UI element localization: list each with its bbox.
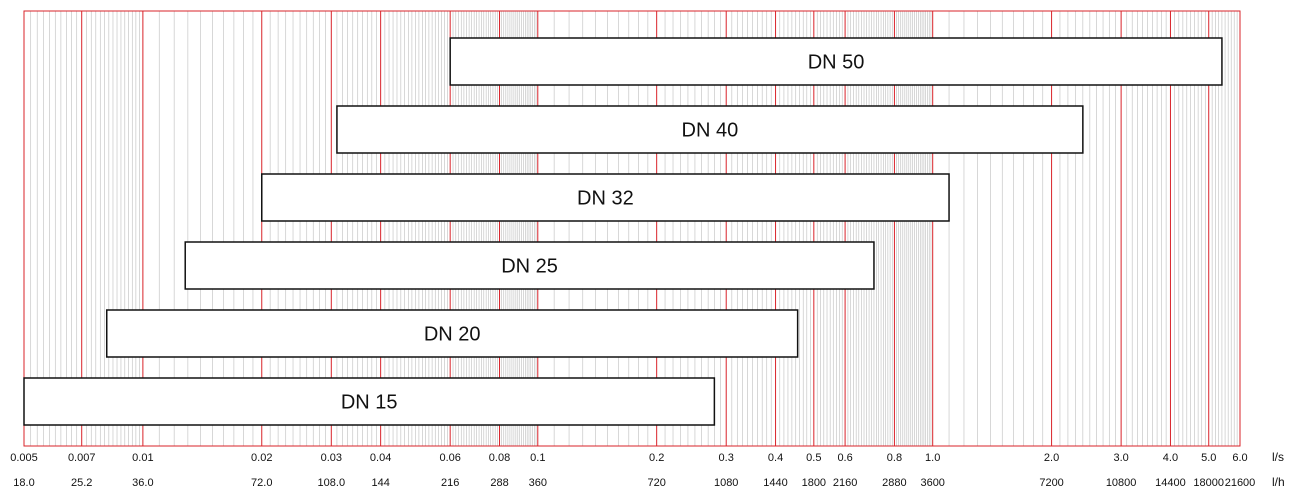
x-tick-label: 5.0 <box>1201 452 1216 464</box>
x-tick-label: 1800 <box>802 477 826 489</box>
x-tick-label: 0.3 <box>719 452 734 464</box>
x-tick-label: 0.03 <box>321 452 342 464</box>
x-tick-label: 7200 <box>1039 477 1063 489</box>
bar-label: DN 25 <box>501 256 558 278</box>
x-tick-label: 0.007 <box>68 452 96 464</box>
x-tick-label: 14400 <box>1155 477 1186 489</box>
x-tick-label: 10800 <box>1106 477 1137 489</box>
unit-lh-label: l/h <box>1272 475 1285 489</box>
x-tick-label: 0.02 <box>251 452 272 464</box>
bar-label: DN 32 <box>577 188 634 210</box>
x-tick-label: 0.5 <box>806 452 821 464</box>
x-tick-label: 0.06 <box>439 452 460 464</box>
x-axis-lh-ticks: 18.0 25.2 36.0 72.0 108.0 144 216 288 360 720 1080… <box>13 477 1255 489</box>
bar-label: DN 20 <box>424 324 481 346</box>
x-tick-label: 2160 <box>833 477 857 489</box>
x-tick-label: 0.2 <box>649 452 664 464</box>
bar-label: DN 50 <box>808 52 865 74</box>
x-tick-label: 144 <box>371 477 389 489</box>
x-tick-label: 18000 <box>1193 477 1224 489</box>
bars: DN 50 DN 40 DN 32 DN 25 DN 20 DN 15 <box>23 37 1223 426</box>
x-tick-label: 1440 <box>763 477 787 489</box>
x-tick-label: 2.0 <box>1044 452 1059 464</box>
range-bar <box>449 37 1223 86</box>
range-bar <box>184 241 875 290</box>
x-tick-label: 1.0 <box>925 452 940 464</box>
range-bar <box>23 377 716 426</box>
x-tick-label: 3600 <box>920 477 944 489</box>
x-tick-label: 288 <box>490 477 508 489</box>
x-axis-ls-ticks: 0.005 0.007 0.01 0.02 0.03 0.04 0.06 0.08 0.1 0.2… <box>10 452 1247 464</box>
x-tick-label: 0.4 <box>768 452 783 464</box>
x-tick-label: 4.0 <box>1163 452 1178 464</box>
x-tick-label: 0.005 <box>10 452 38 464</box>
x-tick-label: 216 <box>441 477 459 489</box>
range-bar <box>336 105 1084 154</box>
x-tick-label: 0.6 <box>837 452 852 464</box>
x-tick-label: 36.0 <box>132 477 153 489</box>
x-tick-label: 0.01 <box>132 452 153 464</box>
x-tick-label: 72.0 <box>251 477 272 489</box>
x-tick-label: 720 <box>647 477 665 489</box>
x-tick-label: 18.0 <box>13 477 34 489</box>
x-tick-label: 108.0 <box>318 477 346 489</box>
x-tick-label: 0.08 <box>489 452 510 464</box>
x-tick-label: 1080 <box>714 477 738 489</box>
range-bar <box>105 309 799 358</box>
bar-label: DN 15 <box>341 392 398 414</box>
plot-frame <box>23 10 1241 447</box>
bar-label: DN 40 <box>682 120 739 142</box>
x-tick-label: 360 <box>529 477 547 489</box>
x-tick-label: 0.1 <box>530 452 545 464</box>
x-tick-label: 3.0 <box>1113 452 1128 464</box>
unit-ls-label: l/s <box>1272 450 1284 464</box>
x-tick-label: 25.2 <box>71 477 92 489</box>
x-tick-label: 6.0 <box>1232 452 1247 464</box>
x-tick-label: 2880 <box>882 477 906 489</box>
range-bar <box>261 173 950 222</box>
x-tick-label: 0.8 <box>887 452 902 464</box>
x-tick-label: 21600 <box>1225 477 1256 489</box>
x-tick-label: 0.04 <box>370 452 391 464</box>
